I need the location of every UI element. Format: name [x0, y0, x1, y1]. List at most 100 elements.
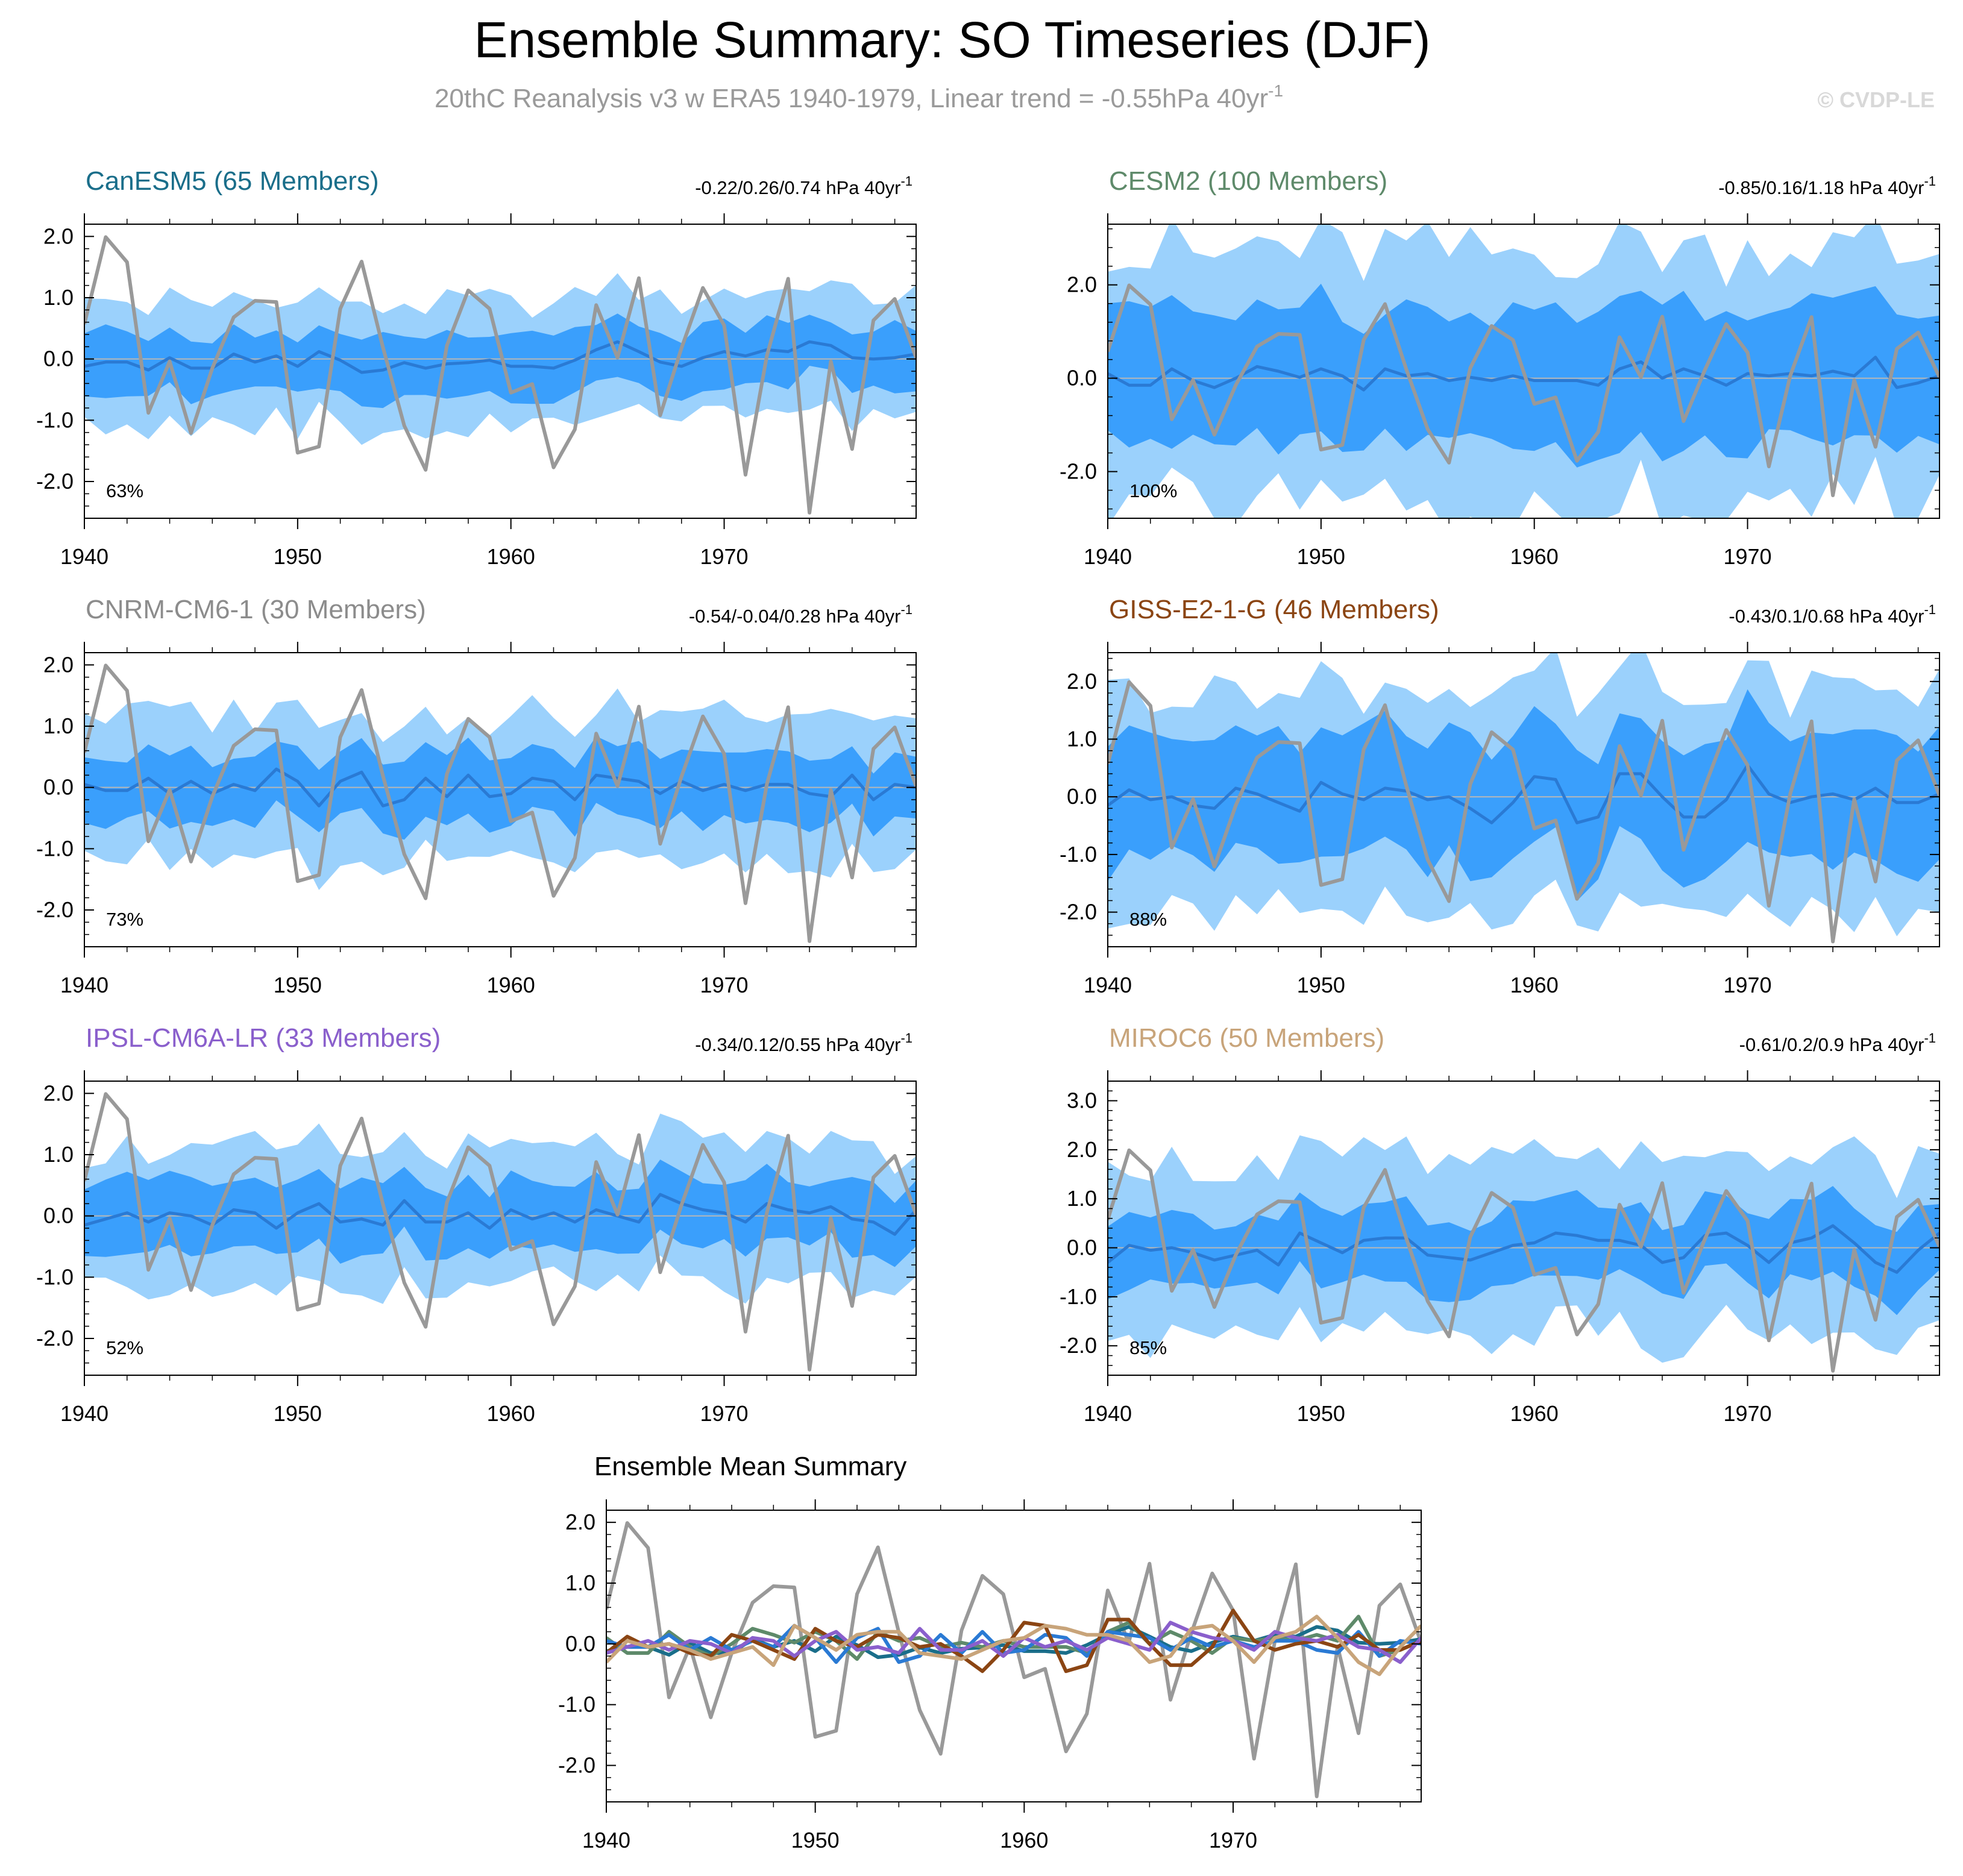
- plot-area: [606, 1521, 1421, 1798]
- summary-title: Ensemble Mean Summary: [594, 1452, 906, 1481]
- y-tick-label: 2.0: [1067, 272, 1097, 297]
- ensemble-mean-line: [1108, 356, 1939, 392]
- observations-line: [606, 1521, 1421, 1798]
- y-tick-label: 0.0: [43, 775, 74, 800]
- observations-line: [1108, 1148, 1939, 1373]
- y-tick-label: -2.0: [1060, 1333, 1097, 1358]
- x-tick-label: 1970: [1209, 1828, 1257, 1852]
- x-tick-label: 1940: [60, 973, 108, 997]
- x-tick-label: 1960: [1510, 544, 1559, 569]
- watermark: © CVDP-LE: [1817, 87, 1935, 112]
- panel-title: CESM2 (100 Members): [1109, 166, 1387, 196]
- plot-frame: [1107, 224, 1940, 519]
- y-tick-label: 0.0: [43, 347, 74, 371]
- observations-line: [84, 1092, 916, 1372]
- percent-label: 63%: [106, 480, 143, 501]
- panel-giss-e2-1-g: GISS-E2-1-G (46 Members) -0.43/0.1/0.68 h…: [1060, 595, 1940, 997]
- percent-label: 85%: [1129, 1337, 1167, 1358]
- plot-area: [84, 235, 916, 515]
- y-tick-label: -1.0: [1060, 1284, 1097, 1309]
- panel-title: MIROC6 (50 Members): [1109, 1023, 1384, 1053]
- x-tick-label: 1970: [1723, 544, 1771, 569]
- x-tick-label: 1970: [700, 544, 748, 569]
- y-tick-label: -1.0: [36, 407, 74, 432]
- x-tick-label: 1950: [274, 973, 322, 997]
- percent-label: 52%: [106, 1337, 143, 1358]
- summary-panel: Ensemble Mean Summary 2.0 1.0 0.0 -1.0 -2.0 19…: [558, 1452, 1422, 1852]
- panel-title: CNRM-CM6-1 (30 Members): [86, 595, 426, 624]
- x-tick-label: 1960: [1510, 1401, 1559, 1426]
- plot-frame: [1107, 652, 1940, 947]
- y-tick-label: -2.0: [36, 1326, 74, 1351]
- y-tick-label: 0.0: [43, 1203, 74, 1228]
- y-tick-label: 2.0: [1067, 669, 1097, 694]
- y-tick-label: 1.0: [43, 714, 74, 738]
- observations-line: [1108, 680, 1939, 944]
- y-tick-label: -1.0: [36, 836, 74, 861]
- x-tick-label: 1940: [60, 1401, 108, 1426]
- plot-area: [84, 1092, 916, 1372]
- subtitle: 20thC Reanalysis v3 w ERA5 1940-1979, Li…: [435, 81, 1283, 113]
- x-tick-label: 1960: [1000, 1828, 1048, 1852]
- y-tick-label: -2.0: [1060, 900, 1097, 924]
- panel-cesm2: CESM2 (100 Members) -0.85/0.16/1.18 hPa 4…: [1060, 166, 1940, 569]
- trend-label: -0.43/0.1/0.68 hPa 40yr-1: [1729, 602, 1936, 627]
- trend-label-text: -0.22/0.26/0.74 hPa 40yr: [695, 177, 900, 198]
- x-tick-label: 1950: [1297, 544, 1345, 569]
- trend-label-text: -0.61/0.2/0.9 hPa 40yr: [1739, 1034, 1924, 1055]
- x-tick-label: 1950: [1297, 1401, 1345, 1426]
- y-tick-label: 1.0: [565, 1570, 595, 1595]
- plot-area: [84, 664, 916, 943]
- y-tick-label: -1.0: [36, 1264, 74, 1289]
- percent-label: 73%: [106, 909, 143, 930]
- ensemble-mean-line: [84, 1193, 916, 1236]
- y-tick-label: 1.0: [43, 285, 74, 310]
- trend-label-superscript: -1: [900, 602, 912, 617]
- y-tick-label: 0.0: [565, 1631, 595, 1656]
- plot-frame: [606, 1510, 1422, 1802]
- x-tick-label: 1960: [487, 544, 535, 569]
- subtitle-superscript: -1: [1268, 81, 1283, 100]
- y-tick-label: 3.0: [1067, 1088, 1097, 1113]
- y-tick-label: -2.0: [1060, 459, 1097, 484]
- panel-title: GISS-E2-1-G (46 Members): [1109, 595, 1439, 624]
- y-tick-label: 1.0: [43, 1142, 74, 1167]
- ensemble-mean-line: [84, 340, 916, 374]
- x-tick-label: 1940: [60, 544, 108, 569]
- trend-label: -0.34/0.12/0.55 hPa 40yr-1: [695, 1031, 912, 1055]
- y-tick-label: 1.0: [1067, 727, 1097, 751]
- y-tick-label: 2.0: [43, 224, 74, 248]
- plot-area: [1108, 653, 1939, 944]
- percent-label: 100%: [1129, 480, 1177, 501]
- y-tick-label: -2.0: [558, 1753, 595, 1778]
- x-tick-label: 1950: [274, 1401, 322, 1426]
- y-tick-label: 0.0: [1067, 1235, 1097, 1260]
- trend-label: -0.61/0.2/0.9 hPa 40yr-1: [1739, 1031, 1936, 1055]
- y-tick-label: -2.0: [36, 469, 74, 494]
- x-tick-label: 1940: [1084, 544, 1132, 569]
- y-tick-label: -2.0: [36, 897, 74, 922]
- subtitle-text: 20thC Reanalysis v3 w ERA5 1940-1979, Li…: [435, 84, 1268, 113]
- x-tick-label: 1950: [791, 1828, 840, 1852]
- main-title: Ensemble Summary: SO Timeseries (DJF): [474, 11, 1431, 68]
- trend-label: -0.85/0.16/1.18 hPa 40yr-1: [1718, 174, 1936, 198]
- trend-label-superscript: -1: [900, 174, 912, 189]
- x-tick-label: 1970: [700, 1401, 748, 1426]
- plot-area: [1108, 224, 1939, 518]
- panels-layer: CanESM5 (65 Members) -0.22/0.26/0.74 hPa …: [36, 166, 1940, 1426]
- panel-title: CanESM5 (65 Members): [86, 166, 379, 196]
- x-tick-label: 1960: [487, 973, 535, 997]
- trend-label-superscript: -1: [1924, 1031, 1936, 1046]
- trend-label: -0.22/0.26/0.74 hPa 40yr-1: [695, 174, 912, 198]
- x-tick-label: 1940: [582, 1828, 630, 1852]
- summary-layer: Ensemble Mean Summary 2.0 1.0 0.0 -1.0 -2.0 19…: [558, 1452, 1422, 1852]
- x-tick-label: 1960: [1510, 973, 1559, 997]
- ensemble-mean-giss-e2-1-g: [606, 1608, 1421, 1674]
- observations-line: [1108, 283, 1939, 497]
- observations-line: [84, 235, 916, 515]
- y-tick-label: 2.0: [1067, 1137, 1097, 1162]
- y-tick-label: 0.0: [1067, 366, 1097, 391]
- y-tick-label: 0.0: [1067, 784, 1097, 809]
- panel-ipsl-cm6a-lr: IPSL-CM6A-LR (33 Members) -0.34/0.12/0.55…: [36, 1023, 917, 1426]
